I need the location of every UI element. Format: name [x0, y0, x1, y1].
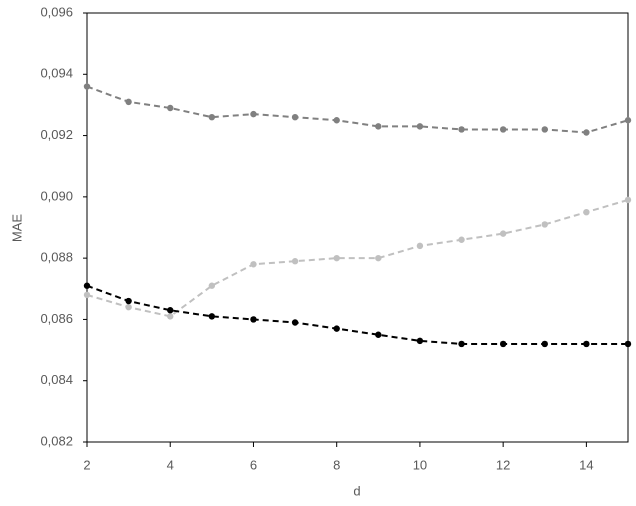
data-point: [375, 254, 382, 262]
data-point: [416, 337, 424, 345]
data-point: [499, 340, 507, 348]
data-point: [83, 282, 91, 289]
data-point: [624, 196, 632, 204]
data-point: [208, 113, 216, 121]
x-tick-label: 8: [333, 457, 340, 472]
x-tick-label: 6: [250, 457, 257, 472]
data-point: [250, 261, 257, 268]
data-point: [83, 291, 91, 299]
x-axis-label: d: [353, 483, 360, 498]
data-point: [541, 221, 548, 228]
data-point: [624, 340, 632, 348]
data-point: [583, 129, 590, 136]
y-tick-label: 0,088: [40, 250, 73, 265]
data-point: [624, 117, 632, 124]
y-tick-label: 0,082: [40, 433, 73, 448]
data-point: [458, 126, 465, 133]
data-point: [125, 303, 132, 311]
data-point: [167, 307, 174, 314]
data-point: [291, 319, 299, 326]
data-point: [333, 325, 340, 332]
plot-frame: [86, 12, 629, 443]
data-point: [167, 104, 174, 112]
series-line: [86, 198, 629, 318]
y-tick-label: 0,090: [40, 188, 73, 203]
y-tick-label: 0,094: [40, 66, 73, 81]
y-tick-label: 0,092: [40, 127, 73, 142]
data-point: [208, 313, 216, 320]
y-tick-label: 0,086: [40, 311, 73, 326]
x-tick-label: 2: [83, 457, 90, 472]
x-tick-label: 12: [496, 457, 510, 472]
data-point: [125, 98, 132, 106]
series-line: [86, 284, 628, 345]
data-point: [458, 340, 465, 348]
data-point: [208, 282, 216, 289]
data-point: [499, 126, 507, 133]
y-tick-label: 0,084: [40, 372, 73, 387]
data-point: [125, 297, 132, 305]
data-point: [250, 110, 257, 118]
data-point: [416, 242, 424, 250]
series-line: [86, 85, 629, 134]
x-tick-label: 10: [413, 457, 427, 472]
data-point: [458, 236, 465, 243]
x-tick-label: 4: [167, 457, 174, 472]
data-point: [416, 123, 424, 130]
data-point: [499, 230, 507, 237]
data-point: [333, 254, 340, 262]
data-point: [291, 258, 299, 265]
data-point: [583, 340, 590, 348]
data-point: [375, 331, 382, 338]
data-point: [333, 117, 340, 124]
y-axis-label: MAE: [9, 214, 24, 243]
data-point: [250, 316, 257, 323]
y-tick-label: 0,096: [40, 4, 73, 19]
data-point: [291, 113, 299, 121]
data-point: [583, 208, 590, 216]
data-point: [541, 340, 548, 348]
data-point: [83, 83, 91, 90]
data-point: [375, 123, 382, 130]
data-point: [541, 126, 548, 133]
data-point: [167, 313, 174, 320]
x-tick-label: 14: [579, 457, 593, 472]
